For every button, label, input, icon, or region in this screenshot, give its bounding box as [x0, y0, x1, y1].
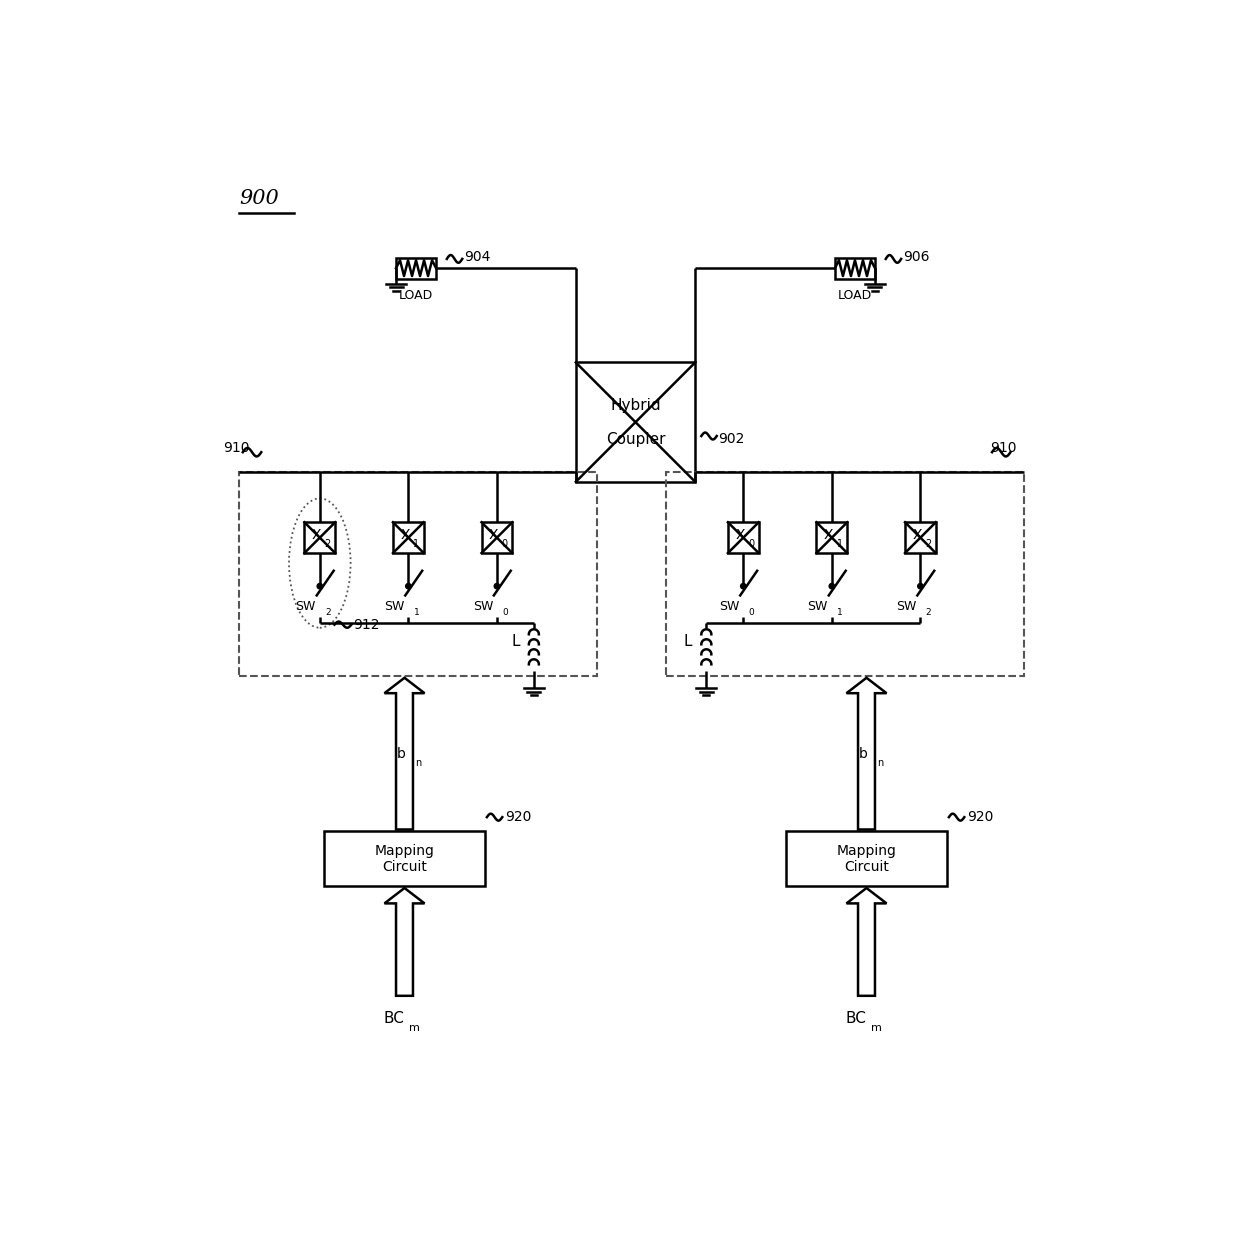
Text: 1: 1 [413, 539, 419, 549]
Bar [481, 522, 512, 553]
Text: X: X [825, 527, 833, 542]
Bar [786, 831, 947, 887]
Text: X: X [913, 527, 923, 542]
Text: BC: BC [383, 1012, 404, 1027]
Text: 2: 2 [325, 608, 331, 616]
Bar [575, 362, 696, 482]
Text: 906: 906 [903, 249, 929, 264]
Text: 1: 1 [837, 608, 843, 616]
Text: 2: 2 [925, 539, 931, 549]
Text: SW: SW [472, 600, 494, 613]
Text: m: m [872, 1023, 882, 1033]
Text: X: X [401, 527, 410, 542]
Text: SW: SW [719, 600, 739, 613]
Text: 1: 1 [414, 608, 419, 616]
Bar [239, 472, 596, 676]
Polygon shape [384, 678, 424, 830]
Circle shape [317, 584, 322, 589]
Text: 1: 1 [837, 539, 843, 549]
Text: 0: 0 [501, 539, 507, 549]
Text: BC: BC [846, 1012, 867, 1027]
Text: L: L [511, 634, 520, 649]
Circle shape [495, 584, 500, 589]
Text: 910: 910 [990, 440, 1017, 455]
Text: 920: 920 [967, 810, 993, 825]
Text: 0: 0 [502, 608, 508, 616]
Text: LOAD: LOAD [399, 289, 433, 301]
Circle shape [740, 584, 746, 589]
Text: X: X [489, 527, 498, 542]
Text: 0: 0 [749, 608, 754, 616]
Text: SW: SW [897, 600, 916, 613]
Bar [816, 522, 847, 553]
Text: 912: 912 [353, 618, 379, 631]
Text: 910: 910 [223, 440, 250, 455]
Text: 902: 902 [718, 432, 745, 446]
Bar [666, 472, 1024, 676]
Polygon shape [847, 888, 887, 996]
Text: LOAD: LOAD [838, 289, 872, 301]
Bar [905, 522, 936, 553]
Text: n: n [415, 758, 422, 768]
Bar [393, 522, 424, 553]
Text: Coupler: Coupler [606, 432, 665, 446]
Bar [728, 522, 759, 553]
Text: Hybrid: Hybrid [610, 398, 661, 413]
Text: 920: 920 [506, 810, 532, 825]
Bar [835, 258, 875, 279]
Text: SW: SW [384, 600, 404, 613]
Text: m: m [409, 1023, 420, 1033]
Text: b: b [859, 746, 868, 760]
Bar [304, 522, 335, 553]
Circle shape [918, 584, 923, 589]
Text: SW: SW [295, 600, 316, 613]
Text: X: X [312, 527, 321, 542]
Text: b: b [397, 746, 405, 760]
Text: 2: 2 [325, 539, 331, 549]
Text: n: n [877, 758, 884, 768]
Text: Mapping
Circuit: Mapping Circuit [837, 843, 897, 874]
Text: Mapping
Circuit: Mapping Circuit [374, 843, 434, 874]
Text: SW: SW [807, 600, 828, 613]
Polygon shape [847, 678, 887, 830]
Bar [396, 258, 436, 279]
Circle shape [830, 584, 835, 589]
Bar [324, 831, 485, 887]
Text: 900: 900 [239, 190, 279, 208]
Text: 2: 2 [926, 608, 931, 616]
Circle shape [405, 584, 410, 589]
Text: 0: 0 [748, 539, 754, 549]
Text: L: L [684, 634, 692, 649]
Text: 904: 904 [464, 249, 490, 264]
Polygon shape [384, 888, 424, 996]
Text: X: X [735, 527, 745, 542]
